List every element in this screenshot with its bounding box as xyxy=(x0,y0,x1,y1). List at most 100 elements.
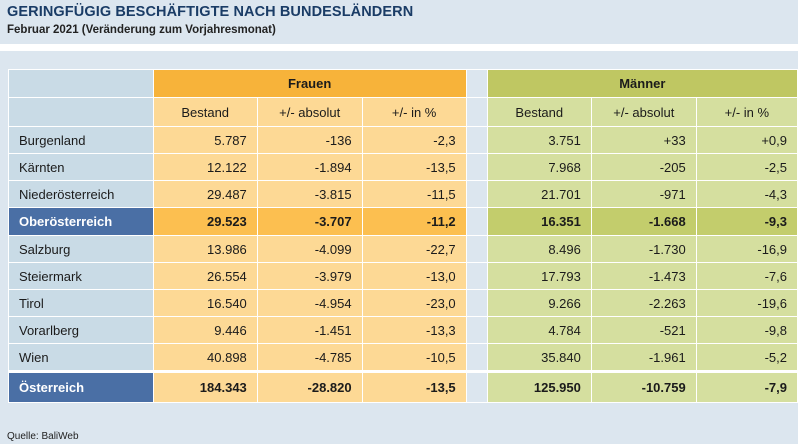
row-label: Steiermark xyxy=(8,262,154,290)
group-header-maenner: Männer xyxy=(486,69,798,98)
table-row-total: Österreich 184.343 -28.820 -13,5 125.950… xyxy=(8,370,798,403)
cell: -10,5 xyxy=(361,343,467,372)
group-header-frauen: Frauen xyxy=(152,69,467,98)
cell: -11,2 xyxy=(361,207,467,236)
table-row: Wien 40.898 -4.785 -10,5 35.840 -1.961 -… xyxy=(8,343,798,372)
column-header: +/- absolut xyxy=(590,97,697,127)
column-header: +/- in % xyxy=(361,97,467,127)
group-gap xyxy=(465,126,488,154)
cell: 7.968 xyxy=(486,153,592,181)
table-row: Steiermark 26.554 -3.979 -13,0 17.793 -1… xyxy=(8,262,798,290)
cell: -4.954 xyxy=(256,289,363,317)
cell: -13,0 xyxy=(361,262,467,290)
cell: -136 xyxy=(256,126,363,154)
group-gap xyxy=(465,262,488,290)
row-label: Vorarlberg xyxy=(8,316,154,344)
page-title: GERINGFÜGIG BESCHÄFTIGTE NACH BUNDESLÄND… xyxy=(7,4,414,20)
group-gap xyxy=(465,370,488,403)
corner-cell xyxy=(8,69,154,98)
cell: 184.343 xyxy=(152,370,258,403)
table-row: Kärnten 12.122 -1.894 -13,5 7.968 -205 -… xyxy=(8,153,798,181)
row-label: Niederösterreich xyxy=(8,180,154,208)
cell: -9,8 xyxy=(695,316,798,344)
cell: -3.815 xyxy=(256,180,363,208)
cell: -22,7 xyxy=(361,235,467,263)
cell: -10.759 xyxy=(590,370,697,403)
cell: 29.487 xyxy=(152,180,258,208)
cell: -13,5 xyxy=(361,153,467,181)
column-header: Bestand xyxy=(486,97,592,127)
cell: 9.446 xyxy=(152,316,258,344)
cell: +0,9 xyxy=(695,126,798,154)
cell: -1.473 xyxy=(590,262,697,290)
cell: 29.523 xyxy=(152,207,258,236)
group-gap xyxy=(465,97,488,127)
row-label: Tirol xyxy=(8,289,154,317)
cell: 3.751 xyxy=(486,126,592,154)
cell: -3.707 xyxy=(256,207,363,236)
table-row: Salzburg 13.986 -4.099 -22,7 8.496 -1.73… xyxy=(8,235,798,263)
table-row: Vorarlberg 9.446 -1.451 -13,3 4.784 -521… xyxy=(8,316,798,344)
cell: -7,6 xyxy=(695,262,798,290)
table-row: Niederösterreich 29.487 -3.815 -11,5 21.… xyxy=(8,180,798,208)
cell: +33 xyxy=(590,126,697,154)
cell: 17.793 xyxy=(486,262,592,290)
cell: 9.266 xyxy=(486,289,592,317)
cell: 35.840 xyxy=(486,343,592,372)
cell: -971 xyxy=(590,180,697,208)
group-gap xyxy=(465,235,488,263)
cell: -11,5 xyxy=(361,180,467,208)
cell: 125.950 xyxy=(486,370,592,403)
page-subtitle: Februar 2021 (Veränderung zum Vorjahresm… xyxy=(7,24,276,36)
row-label: Burgenland xyxy=(8,126,154,154)
cell: -1.730 xyxy=(590,235,697,263)
cell: -4.099 xyxy=(256,235,363,263)
report-header: GERINGFÜGIG BESCHÄFTIGTE NACH BUNDESLÄND… xyxy=(0,0,798,44)
group-gap xyxy=(465,289,488,317)
cell: 4.784 xyxy=(486,316,592,344)
group-gap xyxy=(465,316,488,344)
table-row: Tirol 16.540 -4.954 -23,0 9.266 -2.263 -… xyxy=(8,289,798,317)
cell: -4.785 xyxy=(256,343,363,372)
group-gap xyxy=(465,180,488,208)
cell: -13,5 xyxy=(361,370,467,403)
cell: -2.263 xyxy=(590,289,697,317)
cell: -13,3 xyxy=(361,316,467,344)
cell: -19,6 xyxy=(695,289,798,317)
cell: -4,3 xyxy=(695,180,798,208)
column-header: +/- absolut xyxy=(256,97,363,127)
table-row: Burgenland 5.787 -136 -2,3 3.751 +33 +0,… xyxy=(8,126,798,154)
header-divider xyxy=(0,44,798,51)
cell: -9,3 xyxy=(695,207,798,236)
cell: -521 xyxy=(590,316,697,344)
cell: -1.894 xyxy=(256,153,363,181)
column-header: Bestand xyxy=(152,97,258,127)
cell: -3.979 xyxy=(256,262,363,290)
cell: 12.122 xyxy=(152,153,258,181)
employment-table: Frauen Männer Bestand +/- absolut +/- in… xyxy=(8,69,798,403)
cell: -7,9 xyxy=(695,370,798,403)
source-note: Quelle: BaliWeb xyxy=(7,431,79,442)
table-panel: Frauen Männer Bestand +/- absolut +/- in… xyxy=(0,51,798,444)
group-gap xyxy=(465,343,488,372)
row-label: Oberösterreich xyxy=(8,207,154,236)
cell: -2,5 xyxy=(695,153,798,181)
group-gap xyxy=(465,207,488,236)
row-label: Kärnten xyxy=(8,153,154,181)
column-header-row: Bestand +/- absolut +/- in % Bestand +/-… xyxy=(8,97,798,127)
cell: -1.961 xyxy=(590,343,697,372)
row-label: Wien xyxy=(8,343,154,372)
cell: 8.496 xyxy=(486,235,592,263)
cell: 16.351 xyxy=(486,207,592,236)
column-header: +/- in % xyxy=(695,97,798,127)
cell: 26.554 xyxy=(152,262,258,290)
group-gap xyxy=(465,69,488,98)
corner-cell-sub xyxy=(8,97,154,127)
cell: 21.701 xyxy=(486,180,592,208)
table-row-highlighted: Oberösterreich 29.523 -3.707 -11,2 16.35… xyxy=(8,207,798,236)
cell: -16,9 xyxy=(695,235,798,263)
group-gap xyxy=(465,153,488,181)
cell: -2,3 xyxy=(361,126,467,154)
cell: 13.986 xyxy=(152,235,258,263)
group-header-row: Frauen Männer xyxy=(8,69,798,98)
